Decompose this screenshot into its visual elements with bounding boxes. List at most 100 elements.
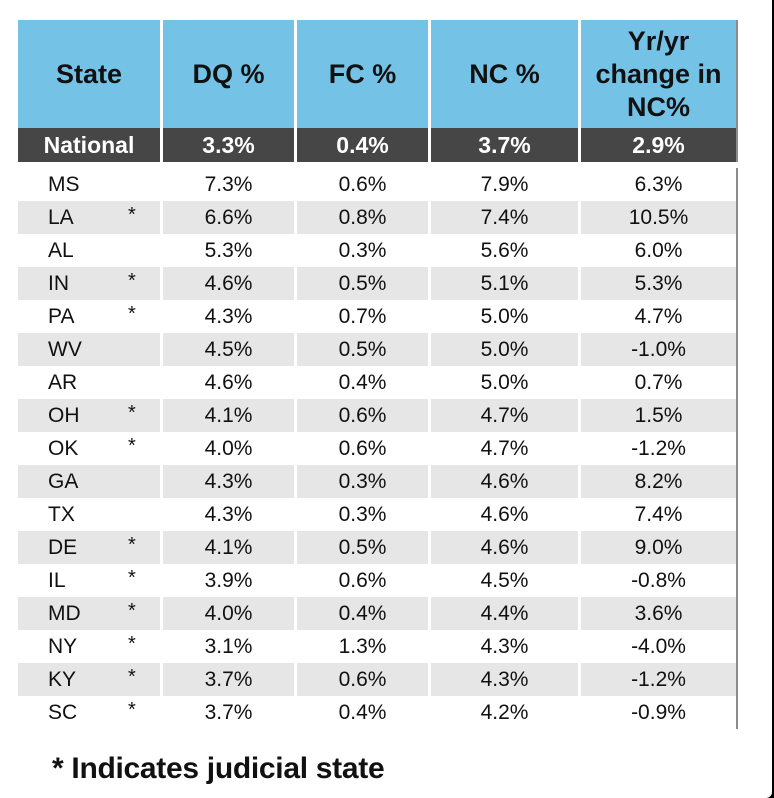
judicial-marker: * [128,270,136,292]
table-row: AR 4.6% 0.4% 5.0% 0.7% [18,366,738,399]
table-row: OK * 4.0% 0.6% 4.7% -1.2% [18,432,738,465]
judicial-marker: * [128,204,136,226]
state-abbr: WV [48,338,82,361]
nc-cell: 7.4% [428,201,578,234]
judicial-marker: * [128,600,136,622]
table-row: DE * 4.1% 0.5% 4.6% 9.0% [18,531,738,564]
yoy-cell: 3.6% [578,597,738,630]
table-wrapper: State DQ % FC % NC % Yr/yr change in NC%… [18,20,738,729]
yoy-cell: 8.2% [578,465,738,498]
state-cell: MD * [18,597,160,630]
nc-cell: 5.1% [428,267,578,300]
yoy-cell: 6.0% [578,234,738,267]
fc-cell: 0.3% [294,234,428,267]
state-rows: MS 7.3% 0.6% 7.9% 6.3% LA * 6.6% 0.8% 7.4% 10.5% AL… [18,168,738,729]
nc-cell: 5.6% [428,234,578,267]
dq-cell: 4.6% [160,267,294,300]
state-rates-table: State DQ % FC % NC % Yr/yr change in NC%… [18,20,738,729]
state-abbr: GA [48,470,79,493]
header-yoy-line2: change in [595,58,722,89]
table-row: TX 4.3% 0.3% 4.6% 7.4% [18,498,738,531]
dq-cell: 7.3% [160,168,294,201]
dq-cell: 4.3% [160,300,294,333]
fc-cell: 0.6% [294,663,428,696]
state-cell: WV [18,333,160,366]
dq-cell: 4.0% [160,432,294,465]
state-abbr: AR [48,371,78,394]
state-cell: AL [18,234,160,267]
fc-cell: 0.6% [294,564,428,597]
table-row: AL 5.3% 0.3% 5.6% 6.0% [18,234,738,267]
fc-cell: 0.6% [294,168,428,201]
state-cell: TX [18,498,160,531]
state-cell: LA * [18,201,160,234]
yoy-cell: 9.0% [578,531,738,564]
national-label: National [18,128,160,162]
state-cell: IN * [18,267,160,300]
yoy-cell: -1.0% [578,333,738,366]
judicial-marker: * [128,402,136,424]
dq-cell: 3.7% [160,663,294,696]
state-abbr: IN [48,272,69,295]
fc-cell: 0.4% [294,597,428,630]
yoy-cell: -1.2% [578,432,738,465]
fc-cell: 1.3% [294,630,428,663]
fc-cell: 0.4% [294,696,428,729]
table-row: MD * 4.0% 0.4% 4.4% 3.6% [18,597,738,630]
state-cell: IL * [18,564,160,597]
dq-cell: 4.1% [160,399,294,432]
judicial-marker: * [128,666,136,688]
header-nc: NC % [428,20,578,128]
table-row: IL * 3.9% 0.6% 4.5% -0.8% [18,564,738,597]
state-cell: KY * [18,663,160,696]
state-cell: GA [18,465,160,498]
nc-cell: 4.3% [428,663,578,696]
yoy-cell: 10.5% [578,201,738,234]
header-yoy-line1: Yr/yr [627,25,690,56]
fc-cell: 0.3% [294,465,428,498]
table-row: GA 4.3% 0.3% 4.6% 8.2% [18,465,738,498]
judicial-marker: * [128,699,136,721]
dq-cell: 4.5% [160,333,294,366]
yoy-cell: 0.7% [578,366,738,399]
yoy-cell: 1.5% [578,399,738,432]
judicial-marker: * [128,303,136,325]
fc-cell: 0.5% [294,333,428,366]
nc-cell: 4.5% [428,564,578,597]
nc-cell: 4.7% [428,432,578,465]
state-cell: SC * [18,696,160,729]
state-abbr: PA [48,305,75,328]
table-row: WV 4.5% 0.5% 5.0% -1.0% [18,333,738,366]
dq-cell: 3.1% [160,630,294,663]
national-dq: 3.3% [160,128,294,162]
dq-cell: 4.3% [160,498,294,531]
table-row: SC * 3.7% 0.4% 4.2% -0.9% [18,696,738,729]
dq-cell: 4.1% [160,531,294,564]
judicial-marker: * [128,534,136,556]
nc-cell: 4.4% [428,597,578,630]
nc-cell: 4.6% [428,531,578,564]
fc-cell: 0.8% [294,201,428,234]
yoy-cell: 6.3% [578,168,738,201]
state-abbr: AL [48,239,74,262]
table-row: IN * 4.6% 0.5% 5.1% 5.3% [18,267,738,300]
dq-cell: 3.7% [160,696,294,729]
state-abbr: IL [48,569,66,592]
state-cell: OH * [18,399,160,432]
state-abbr: DE [48,536,78,559]
nc-cell: 4.7% [428,399,578,432]
header-fc: FC % [294,20,428,128]
state-abbr: OH [48,404,80,427]
nc-cell: 5.0% [428,366,578,399]
fc-cell: 0.6% [294,399,428,432]
table-row: OH * 4.1% 0.6% 4.7% 1.5% [18,399,738,432]
table-row: NY * 3.1% 1.3% 4.3% -4.0% [18,630,738,663]
dq-cell: 4.6% [160,366,294,399]
dq-cell: 3.9% [160,564,294,597]
header-yoy-line3: NC% [626,91,690,122]
table-row: LA * 6.6% 0.8% 7.4% 10.5% [18,201,738,234]
header-row: State DQ % FC % NC % Yr/yr change in NC% [18,20,738,128]
judicial-marker: * [128,567,136,589]
yoy-cell: -1.2% [578,663,738,696]
